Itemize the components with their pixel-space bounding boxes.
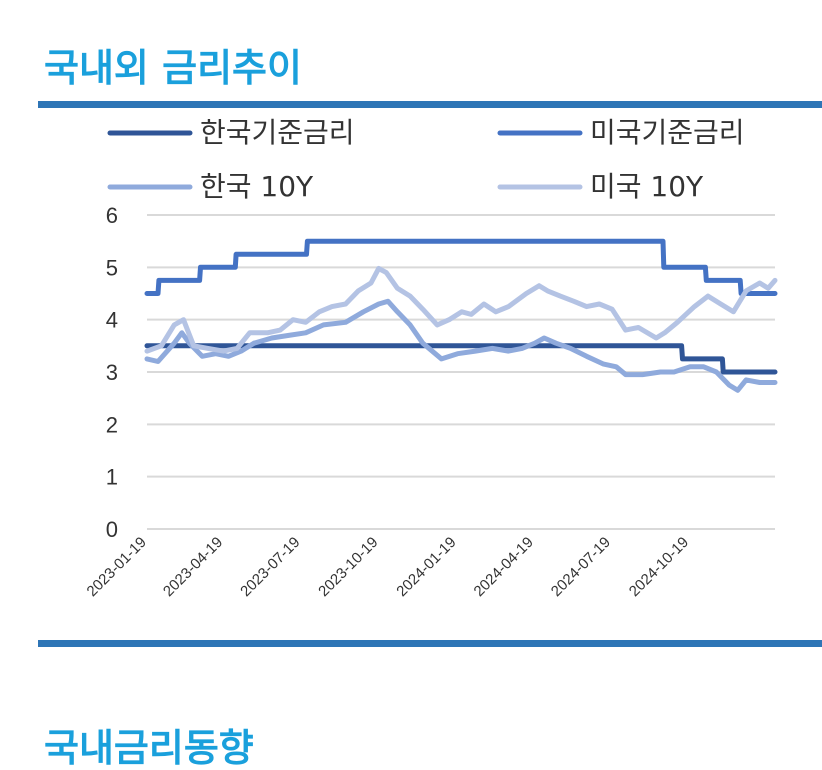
x-axis-ticks: 2023-01-19 2023-04-19 2023-07-19 2023-10-19… xyxy=(84,534,693,600)
x-tick-label: 2024-04-19 xyxy=(471,534,537,600)
series-line xyxy=(144,238,778,296)
y-tick-label: 4 xyxy=(106,308,118,333)
section-title-rate-trend: 국내외 금리추이 xyxy=(44,46,302,90)
y-tick-label: 5 xyxy=(106,255,118,280)
series-line xyxy=(144,298,778,393)
top-divider xyxy=(38,101,822,108)
section-title-domestic-rates: 국내금리동향 xyxy=(44,726,254,770)
x-tick-label: 2024-01-19 xyxy=(393,534,459,600)
legend-label: 한국 10Y xyxy=(200,170,314,203)
x-tick-label: 2023-01-19 xyxy=(84,534,150,600)
series-line xyxy=(144,343,778,375)
bottom-divider xyxy=(38,640,822,647)
x-tick-label: 2024-07-19 xyxy=(548,534,614,600)
y-tick-label: 2 xyxy=(106,412,118,437)
x-tick-label: 2024-10-19 xyxy=(626,534,692,600)
legend-label: 한국기준금리 xyxy=(200,116,355,149)
chart-series-lines xyxy=(144,238,778,393)
series-line xyxy=(144,265,778,354)
y-tick-label: 6 xyxy=(106,203,118,228)
x-tick-label: 2023-10-19 xyxy=(315,534,381,600)
y-tick-label: 1 xyxy=(106,465,118,490)
x-tick-label: 2023-04-19 xyxy=(160,534,226,600)
y-tick-label: 3 xyxy=(106,360,118,385)
y-axis-ticks: 0 1 2 3 4 5 6 xyxy=(106,203,118,542)
legend-label: 미국기준금리 xyxy=(590,116,745,149)
x-tick-label: 2023-07-19 xyxy=(237,534,303,600)
legend-label: 미국 10Y xyxy=(590,170,704,203)
y-tick-label: 0 xyxy=(106,517,118,542)
